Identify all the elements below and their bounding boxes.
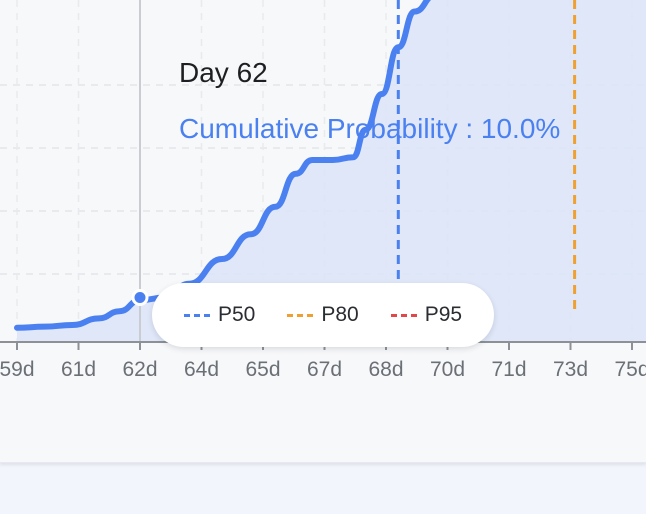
x-tick-label-67d: 67d xyxy=(307,358,342,381)
percentile-markers xyxy=(396,0,577,312)
x-tick-label-71d: 71d xyxy=(491,358,526,381)
x-tick-label-73d: 73d xyxy=(553,358,588,381)
legend-item-p50[interactable]: P50 xyxy=(183,303,256,327)
legend-item-p80[interactable]: P80 xyxy=(287,303,359,327)
legend-label-p80: P80 xyxy=(321,303,359,326)
chart-legend: P50 P80 P95 xyxy=(152,283,494,347)
legend-label-p50: P50 xyxy=(217,303,256,326)
x-tick-label-70d: 70d xyxy=(430,358,465,381)
cumulative-probability-chart: 59d 61d 62d 64d 65d 67d 68d 70d 71d 73d 75d Day 62… xyxy=(0,0,646,381)
x-tick-label-64d: 64d xyxy=(184,358,219,381)
legend-label-p95: P95 xyxy=(424,303,463,326)
series-area-fill xyxy=(17,0,646,342)
tooltip-value: Cumulative Probability : 10.0% xyxy=(179,113,560,144)
legend-swatch-p95 xyxy=(390,313,417,317)
x-tick-label-62d: 62d xyxy=(122,358,157,381)
legend-swatch-p50 xyxy=(183,313,210,317)
tooltip-title: Day 62 xyxy=(179,57,268,88)
x-tick-label-61d: 61d xyxy=(61,358,96,381)
series-line xyxy=(14,0,432,331)
x-tick-label-75d: 75d xyxy=(614,358,646,381)
legend-swatch-p80 xyxy=(287,313,314,317)
chart-card: 59d 61d 62d 64d 65d 67d 68d 70d 71d 73d 75d Day 62… xyxy=(0,0,646,463)
legend-item-p95[interactable]: P95 xyxy=(390,303,463,327)
x-tick-label-59d: 59d xyxy=(0,358,35,381)
x-tick-label-65d: 65d xyxy=(245,358,280,381)
x-tick-label-68d: 68d xyxy=(368,358,403,381)
x-axis-ticks: 59d 61d 62d 64d 65d 67d 68d 70d 71d 73d 75d xyxy=(0,342,646,381)
hover-point[interactable] xyxy=(131,289,149,306)
